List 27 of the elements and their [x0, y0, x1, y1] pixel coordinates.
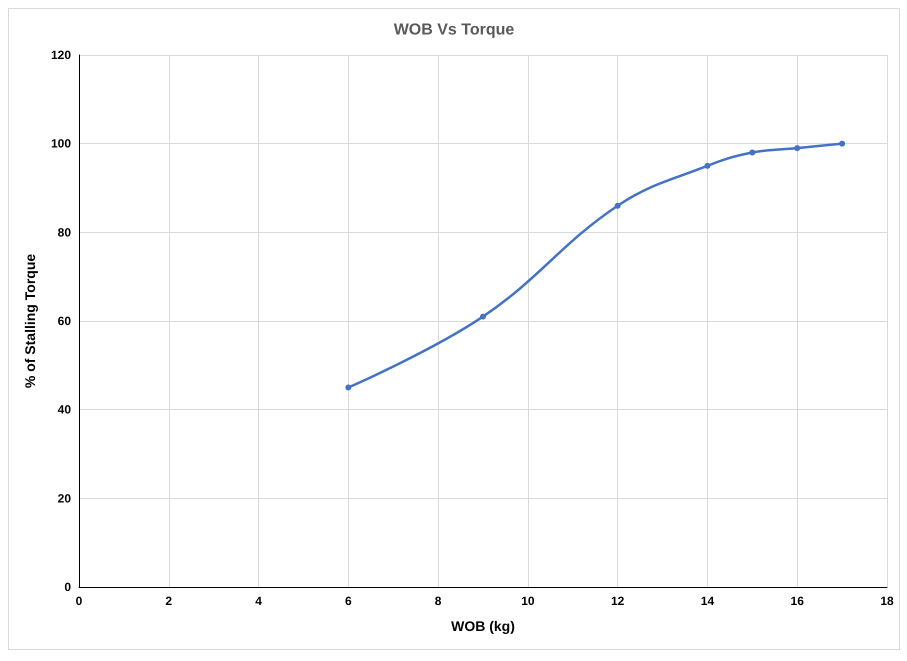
point	[749, 150, 756, 156]
point	[794, 145, 800, 152]
x-tick-label: 10	[521, 594, 535, 608]
point	[480, 314, 486, 320]
x-tick-label: 8	[434, 594, 442, 608]
y-tick-label: 20	[58, 491, 72, 506]
y-tick-label: 60	[58, 314, 72, 328]
x-axis-title: WOB (kg)	[451, 618, 515, 634]
y-tick-label: 0	[64, 580, 72, 594]
point	[704, 162, 710, 169]
point	[839, 140, 846, 147]
x-tick-label: 6	[344, 594, 352, 608]
x-tick-label: 2	[165, 594, 172, 608]
y-axis-title: % of Stalling Torque	[22, 254, 38, 388]
x-tick-label: 4	[255, 594, 262, 608]
chart-title: WOB Vs Torque	[394, 22, 514, 38]
x-tick-label: 0	[76, 594, 83, 608]
x-tick-label: 12	[610, 594, 625, 608]
y-tick-label: 80	[58, 225, 72, 240]
point	[345, 384, 352, 390]
y-tick-label: 100	[50, 136, 72, 151]
point	[614, 202, 621, 209]
x-tick-label: 14	[700, 594, 714, 608]
x-tick-label: 18	[880, 594, 894, 608]
y-tick-label: 40	[58, 402, 72, 417]
x-tick-label: 16	[790, 594, 804, 608]
y-tick-label: 120	[50, 48, 72, 62]
